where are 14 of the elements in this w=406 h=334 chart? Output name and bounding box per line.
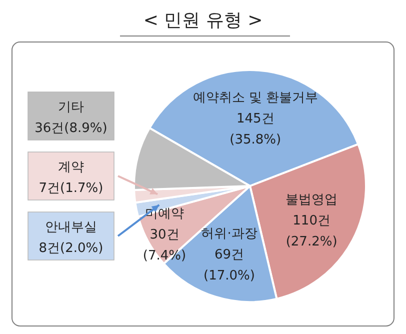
slice-label: 안내부실 — [45, 220, 97, 235]
slice-label: 불법영업 — [286, 192, 338, 208]
slice-label: 예약취소 및 환불거부 — [192, 90, 318, 106]
chart-title: < 민원 유형 > — [143, 10, 263, 31]
data-label: 145건 (35.8%) — [230, 112, 282, 148]
slice-label: 허위·과장 — [201, 226, 258, 242]
data-label: 8건(2.0%) — [38, 241, 104, 256]
slice-label: 계약 — [58, 160, 84, 175]
data-label: 110건 (27.2%) — [286, 213, 338, 250]
data-label: 36건(8.9%) — [34, 121, 108, 136]
data-label: 69건 (17.0%) — [204, 247, 255, 284]
data-label: 30건 (7.4%) — [142, 228, 186, 264]
data-label: 7건(1.7%) — [38, 181, 104, 196]
slice-label: 기타 — [58, 100, 84, 115]
